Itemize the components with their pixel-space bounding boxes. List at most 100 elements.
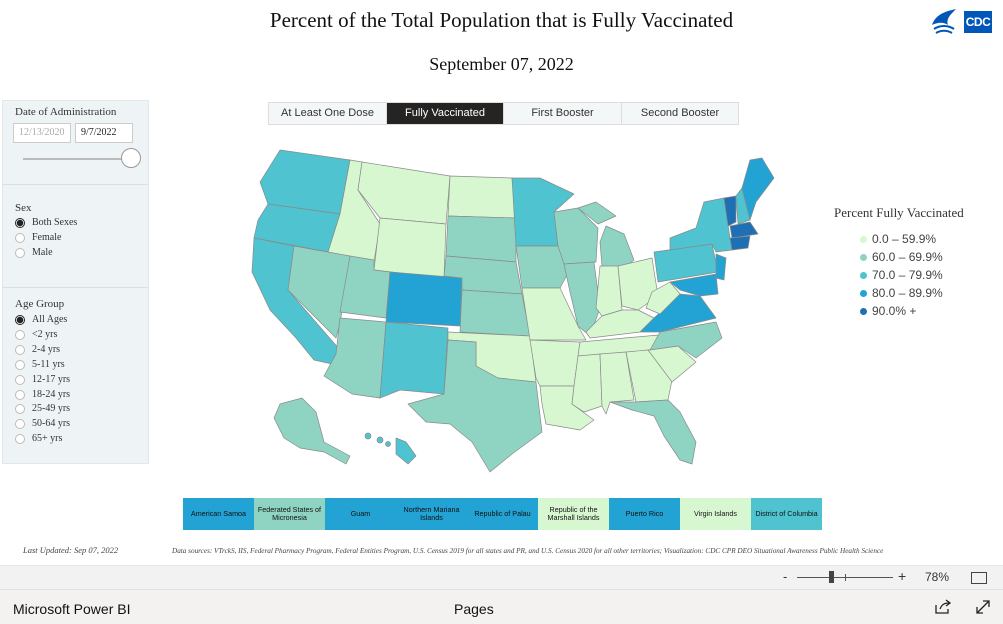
- sex-option-female[interactable]: Female: [15, 232, 61, 243]
- age-option[interactable]: 18-24 yrs: [15, 389, 70, 400]
- map-state-nj[interactable]: [715, 253, 727, 281]
- legend-item: 0.0 – 59.9%: [860, 232, 936, 246]
- legend-swatch: [860, 271, 867, 279]
- map-island-hi[interactable]: [364, 432, 372, 440]
- radio-icon: [15, 433, 25, 444]
- map-state-wy[interactable]: [373, 217, 447, 279]
- map-state-md[interactable]: [669, 273, 719, 297]
- territory-palau[interactable]: Republic of Palau: [467, 498, 538, 530]
- map-state-tx[interactable]: [407, 339, 543, 473]
- date-slider-track[interactable]: [23, 158, 129, 160]
- pages-button[interactable]: Pages: [454, 601, 494, 617]
- metric-tabs: At Least One Dose Fully Vaccinated First…: [268, 102, 739, 125]
- map-state-wv[interactable]: [645, 281, 681, 315]
- zoom-default-tick: [845, 574, 846, 581]
- radio-icon: [15, 418, 25, 429]
- map-island-hi[interactable]: [376, 436, 384, 444]
- legend-item: 70.0 – 79.9%: [860, 268, 943, 282]
- map-state-ia[interactable]: [515, 245, 573, 289]
- map-state-ct[interactable]: [729, 235, 751, 251]
- map-state-vt[interactable]: [723, 195, 737, 227]
- data-sources: Data sources: VTrckS, IIS, Federal Pharm…: [172, 547, 884, 555]
- sex-option-both[interactable]: Both Sexes: [15, 217, 77, 228]
- map-state-fl[interactable]: [609, 399, 697, 465]
- cdc-wordmark: CDC: [964, 11, 992, 33]
- age-option[interactable]: 50-64 yrs: [15, 418, 70, 429]
- map-state-or[interactable]: [253, 203, 341, 253]
- tab-second-booster[interactable]: Second Booster: [622, 103, 738, 124]
- map-state-ny[interactable]: [669, 197, 733, 253]
- map-state-ga[interactable]: [625, 349, 673, 403]
- zoom-out-button[interactable]: -: [783, 569, 788, 584]
- powerbi-brand[interactable]: Microsoft Power BI: [13, 601, 131, 617]
- zoom-level: 78%: [925, 570, 950, 584]
- expand-icon[interactable]: [975, 599, 991, 615]
- tab-at-least-one-dose[interactable]: At Least One Dose: [269, 103, 387, 124]
- legend-item: 60.0 – 69.9%: [860, 250, 943, 264]
- date-filter-label: Date of Administration: [15, 106, 117, 118]
- age-option[interactable]: 25-49 yrs: [15, 403, 70, 414]
- map-state-nv[interactable]: [287, 245, 351, 339]
- map-state-sd[interactable]: [445, 215, 517, 263]
- map-state-ar[interactable]: [529, 339, 581, 387]
- territory-micronesia[interactable]: Federated States of Micronesia: [254, 498, 325, 530]
- date-slider-handle[interactable]: [121, 148, 141, 168]
- territory-marshall-islands[interactable]: Republic of the Marshall Islands: [538, 498, 609, 530]
- age-option[interactable]: 65+ yrs: [15, 433, 62, 444]
- zoom-bar: - + 78%: [0, 565, 1003, 589]
- map-state-in[interactable]: [595, 265, 623, 317]
- legend-title: Percent Fully Vaccinated: [834, 205, 964, 220]
- share-icon[interactable]: [934, 599, 952, 615]
- radio-icon: [15, 344, 25, 355]
- map-state-ky[interactable]: [585, 309, 655, 339]
- tab-first-booster[interactable]: First Booster: [504, 103, 622, 124]
- map-state-hi[interactable]: [395, 437, 417, 465]
- map-state-mi[interactable]: [599, 225, 635, 269]
- map-state-mo[interactable]: [521, 287, 587, 341]
- legend-swatch: [860, 307, 867, 315]
- radio-selected-icon: [15, 217, 25, 228]
- territory-puerto-rico[interactable]: Puerto Rico: [609, 498, 680, 530]
- report-title: Percent of the Total Population that is …: [269, 8, 734, 32]
- radio-icon: [15, 247, 25, 258]
- us-vaccination-map: [251, 149, 775, 473]
- map-state-nc[interactable]: [649, 321, 723, 359]
- sex-filter-label: Sex: [15, 202, 32, 214]
- end-date-input[interactable]: 9/7/2022: [75, 123, 133, 143]
- fit-to-page-icon[interactable]: [971, 572, 987, 584]
- radio-icon: [15, 389, 25, 400]
- map-state-ks[interactable]: [459, 289, 531, 337]
- report-date: September 07, 2022: [429, 54, 574, 74]
- territory-northern-mariana[interactable]: Northern Mariana Islands: [396, 498, 467, 530]
- territory-american-samoa[interactable]: American Samoa: [183, 498, 254, 530]
- tab-fully-vaccinated[interactable]: Fully Vaccinated: [387, 103, 504, 124]
- zoom-in-button[interactable]: +: [898, 568, 907, 584]
- zoom-slider-thumb[interactable]: [829, 571, 834, 583]
- territory-dc[interactable]: District of Columbia: [751, 498, 822, 530]
- radio-selected-icon: [15, 314, 25, 325]
- radio-icon: [15, 329, 25, 340]
- radio-icon: [15, 374, 25, 385]
- age-option-all[interactable]: All Ages: [15, 314, 67, 325]
- start-date-input[interactable]: 12/13/2020: [13, 123, 71, 143]
- map-island-hi[interactable]: [385, 441, 391, 447]
- map-state-nd[interactable]: [447, 175, 517, 219]
- map-state-ak[interactable]: [273, 397, 351, 465]
- map-state-me[interactable]: [741, 157, 775, 221]
- territory-virgin-islands[interactable]: Virgin Islands: [680, 498, 751, 530]
- territory-guam[interactable]: Guam: [325, 498, 396, 530]
- legend-item: 80.0 – 89.9%: [860, 286, 943, 300]
- map-state-co[interactable]: [385, 271, 463, 327]
- divider: [3, 184, 148, 185]
- age-option[interactable]: <2 yrs: [15, 329, 57, 340]
- filter-panel: Date of Administration 12/13/2020 9/7/20…: [2, 100, 149, 464]
- map-state-nm[interactable]: [379, 321, 449, 399]
- map-state-wa[interactable]: [259, 149, 351, 215]
- sex-option-male[interactable]: Male: [15, 247, 53, 258]
- age-option[interactable]: 12-17 yrs: [15, 374, 70, 385]
- map-state-mi-upper[interactable]: [577, 201, 617, 225]
- age-option[interactable]: 2-4 yrs: [15, 344, 60, 355]
- powerbi-footer: Microsoft Power BI Pages: [0, 589, 1003, 624]
- map-state-ma[interactable]: [729, 221, 759, 239]
- age-option[interactable]: 5-11 yrs: [15, 359, 65, 370]
